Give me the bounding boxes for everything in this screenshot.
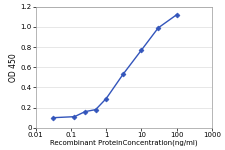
Y-axis label: OD 450: OD 450	[9, 53, 18, 82]
X-axis label: Recombinant ProteinConcentration(ng/ml): Recombinant ProteinConcentration(ng/ml)	[50, 139, 198, 146]
